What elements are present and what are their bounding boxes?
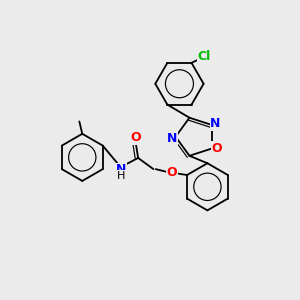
Text: O: O bbox=[130, 131, 141, 144]
Text: O: O bbox=[167, 166, 177, 178]
Text: Cl: Cl bbox=[197, 50, 211, 63]
Text: H: H bbox=[117, 171, 125, 181]
Text: N: N bbox=[116, 163, 127, 176]
Text: N: N bbox=[210, 117, 220, 130]
Text: O: O bbox=[212, 142, 222, 155]
Text: N: N bbox=[167, 132, 177, 145]
